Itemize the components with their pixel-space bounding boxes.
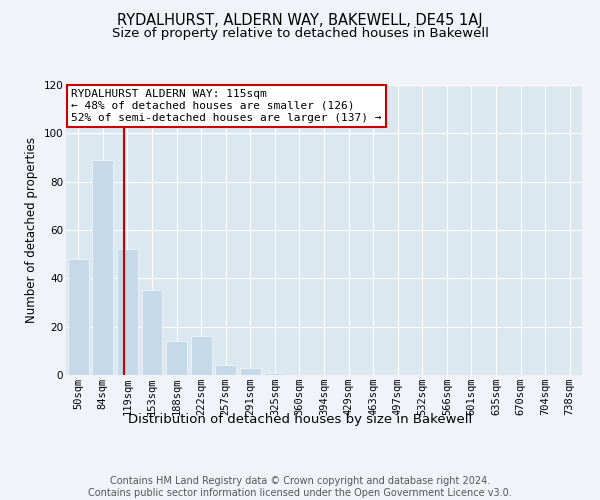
Text: Size of property relative to detached houses in Bakewell: Size of property relative to detached ho… — [112, 28, 488, 40]
Bar — [117, 250, 138, 375]
Text: Distribution of detached houses by size in Bakewell: Distribution of detached houses by size … — [128, 412, 472, 426]
Bar — [265, 372, 286, 375]
Bar — [68, 259, 89, 375]
Bar — [142, 290, 163, 375]
Bar — [215, 366, 236, 375]
Y-axis label: Number of detached properties: Number of detached properties — [25, 137, 38, 323]
Bar — [92, 160, 113, 375]
Bar — [240, 368, 261, 375]
Bar — [166, 341, 187, 375]
Text: RYDALHURST ALDERN WAY: 115sqm
← 48% of detached houses are smaller (126)
52% of : RYDALHURST ALDERN WAY: 115sqm ← 48% of d… — [71, 90, 382, 122]
Text: Contains HM Land Registry data © Crown copyright and database right 2024.
Contai: Contains HM Land Registry data © Crown c… — [88, 476, 512, 498]
Bar — [191, 336, 212, 375]
Text: RYDALHURST, ALDERN WAY, BAKEWELL, DE45 1AJ: RYDALHURST, ALDERN WAY, BAKEWELL, DE45 1… — [117, 12, 483, 28]
